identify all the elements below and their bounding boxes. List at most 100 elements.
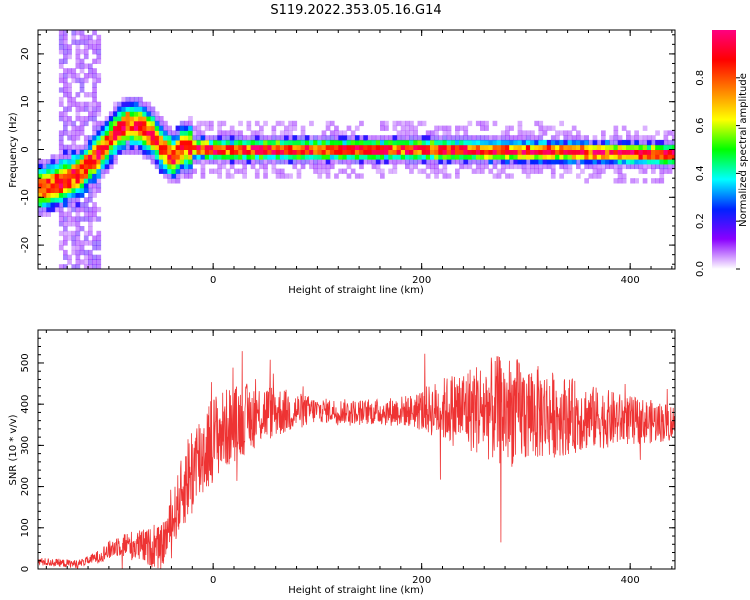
heatmap-cell [463, 159, 469, 165]
heatmap-cell [288, 159, 293, 165]
y-tick-label: 100 [20, 518, 31, 537]
heatmap-cell [142, 101, 147, 107]
heatmap-cell [83, 63, 89, 69]
heatmap-cell [50, 192, 56, 198]
heatmap-cell [196, 149, 202, 155]
heatmap-cell [200, 144, 206, 150]
heatmap-cell [425, 149, 431, 155]
heatmap-cell [71, 144, 77, 150]
heatmap-cell [71, 245, 77, 251]
heatmap-cell [92, 192, 97, 198]
heatmap-cell [292, 144, 298, 150]
heatmap-cell [113, 154, 118, 160]
heatmap-cell [509, 125, 514, 131]
heatmap-cell [83, 135, 89, 141]
heatmap-cell [75, 221, 81, 227]
heatmap-cell [108, 144, 114, 150]
heatmap-cell [363, 135, 368, 141]
heatmap-cell [67, 187, 72, 193]
heatmap-cell [88, 197, 93, 203]
heatmap-cell [388, 144, 393, 150]
heatmap-cell [438, 125, 443, 131]
heatmap-cell [525, 144, 531, 150]
heatmap-cell [146, 149, 152, 155]
heatmap-cell [71, 249, 77, 256]
heatmap-cell [71, 34, 77, 41]
heatmap-cell [505, 130, 510, 136]
heatmap-cell [475, 149, 481, 155]
heatmap-cell [601, 130, 606, 136]
heatmap-cell [321, 135, 327, 141]
heatmap-cell [642, 135, 648, 141]
heatmap-cell [459, 159, 464, 165]
heatmap-cell [584, 139, 589, 146]
heatmap-cell [667, 149, 673, 155]
heatmap-cell [104, 159, 110, 165]
heatmap-cell [213, 149, 218, 155]
heatmap-cell [50, 197, 56, 203]
heatmap-cell [350, 159, 356, 165]
heatmap-cell [534, 168, 539, 174]
heatmap-cell [342, 159, 348, 165]
heatmap-cell [630, 139, 635, 146]
heatmap-cell [79, 144, 85, 150]
heatmap-cell [67, 68, 72, 74]
heatmap-cell [659, 144, 665, 150]
heatmap-cell [133, 116, 139, 122]
heatmap-cell [150, 130, 156, 136]
heatmap-cell [667, 144, 673, 150]
heatmap-cell [538, 130, 544, 136]
heatmap-cell [125, 130, 131, 136]
heatmap-cell [296, 149, 302, 155]
heatmap-cell [334, 135, 339, 141]
heatmap-cell [646, 163, 652, 170]
snr-x-axis-label: Height of straight line (km) [288, 585, 424, 596]
heatmap-cell [321, 130, 327, 136]
heatmap-cell [92, 68, 97, 74]
heatmap-cell [409, 125, 414, 131]
heatmap-cell [667, 130, 673, 136]
heatmap-cell [313, 135, 318, 141]
heatmap-cell [455, 144, 460, 150]
heatmap-cell [88, 63, 93, 69]
heatmap-cell [92, 96, 97, 103]
heatmap-cell [321, 163, 327, 170]
heatmap-cell [171, 139, 177, 146]
heatmap-cell [88, 154, 93, 160]
heatmap-cell [179, 144, 185, 150]
heatmap-cell [146, 139, 152, 146]
heatmap-cell [342, 149, 348, 155]
heatmap-cell [184, 135, 189, 141]
heatmap-cell [421, 159, 427, 165]
spectrogram-x-axis-label: Height of straight line (km) [288, 285, 424, 296]
heatmap-cell [359, 135, 364, 141]
heatmap-cell [463, 139, 469, 146]
heatmap-cell [530, 144, 535, 150]
heatmap-cell [334, 149, 339, 155]
heatmap-cell [505, 139, 510, 146]
heatmap-cell [196, 154, 202, 160]
heatmap-cell [613, 135, 619, 141]
heatmap-cell [92, 245, 97, 251]
heatmap-cell [63, 111, 68, 117]
heatmap-cell [434, 149, 439, 155]
heatmap-cell [67, 73, 72, 79]
heatmap-cell [530, 149, 535, 155]
heatmap-cell [67, 53, 72, 60]
heatmap-cell [92, 73, 97, 79]
heatmap-cell [83, 168, 89, 174]
heatmap-cell [92, 202, 97, 208]
heatmap-cell [96, 149, 102, 155]
heatmap-cell [342, 168, 348, 174]
heatmap-cell [83, 197, 89, 203]
heatmap-cell [75, 63, 81, 69]
heatmap-cell [480, 154, 485, 160]
heatmap-cell [42, 197, 47, 203]
heatmap-cell [279, 144, 285, 150]
heatmap-cell [405, 163, 410, 170]
heatmap-cell [92, 130, 97, 136]
heatmap-cell [275, 159, 281, 165]
heatmap-cell [592, 149, 598, 155]
heatmap-cell [588, 173, 594, 179]
heatmap-cell [158, 163, 164, 170]
